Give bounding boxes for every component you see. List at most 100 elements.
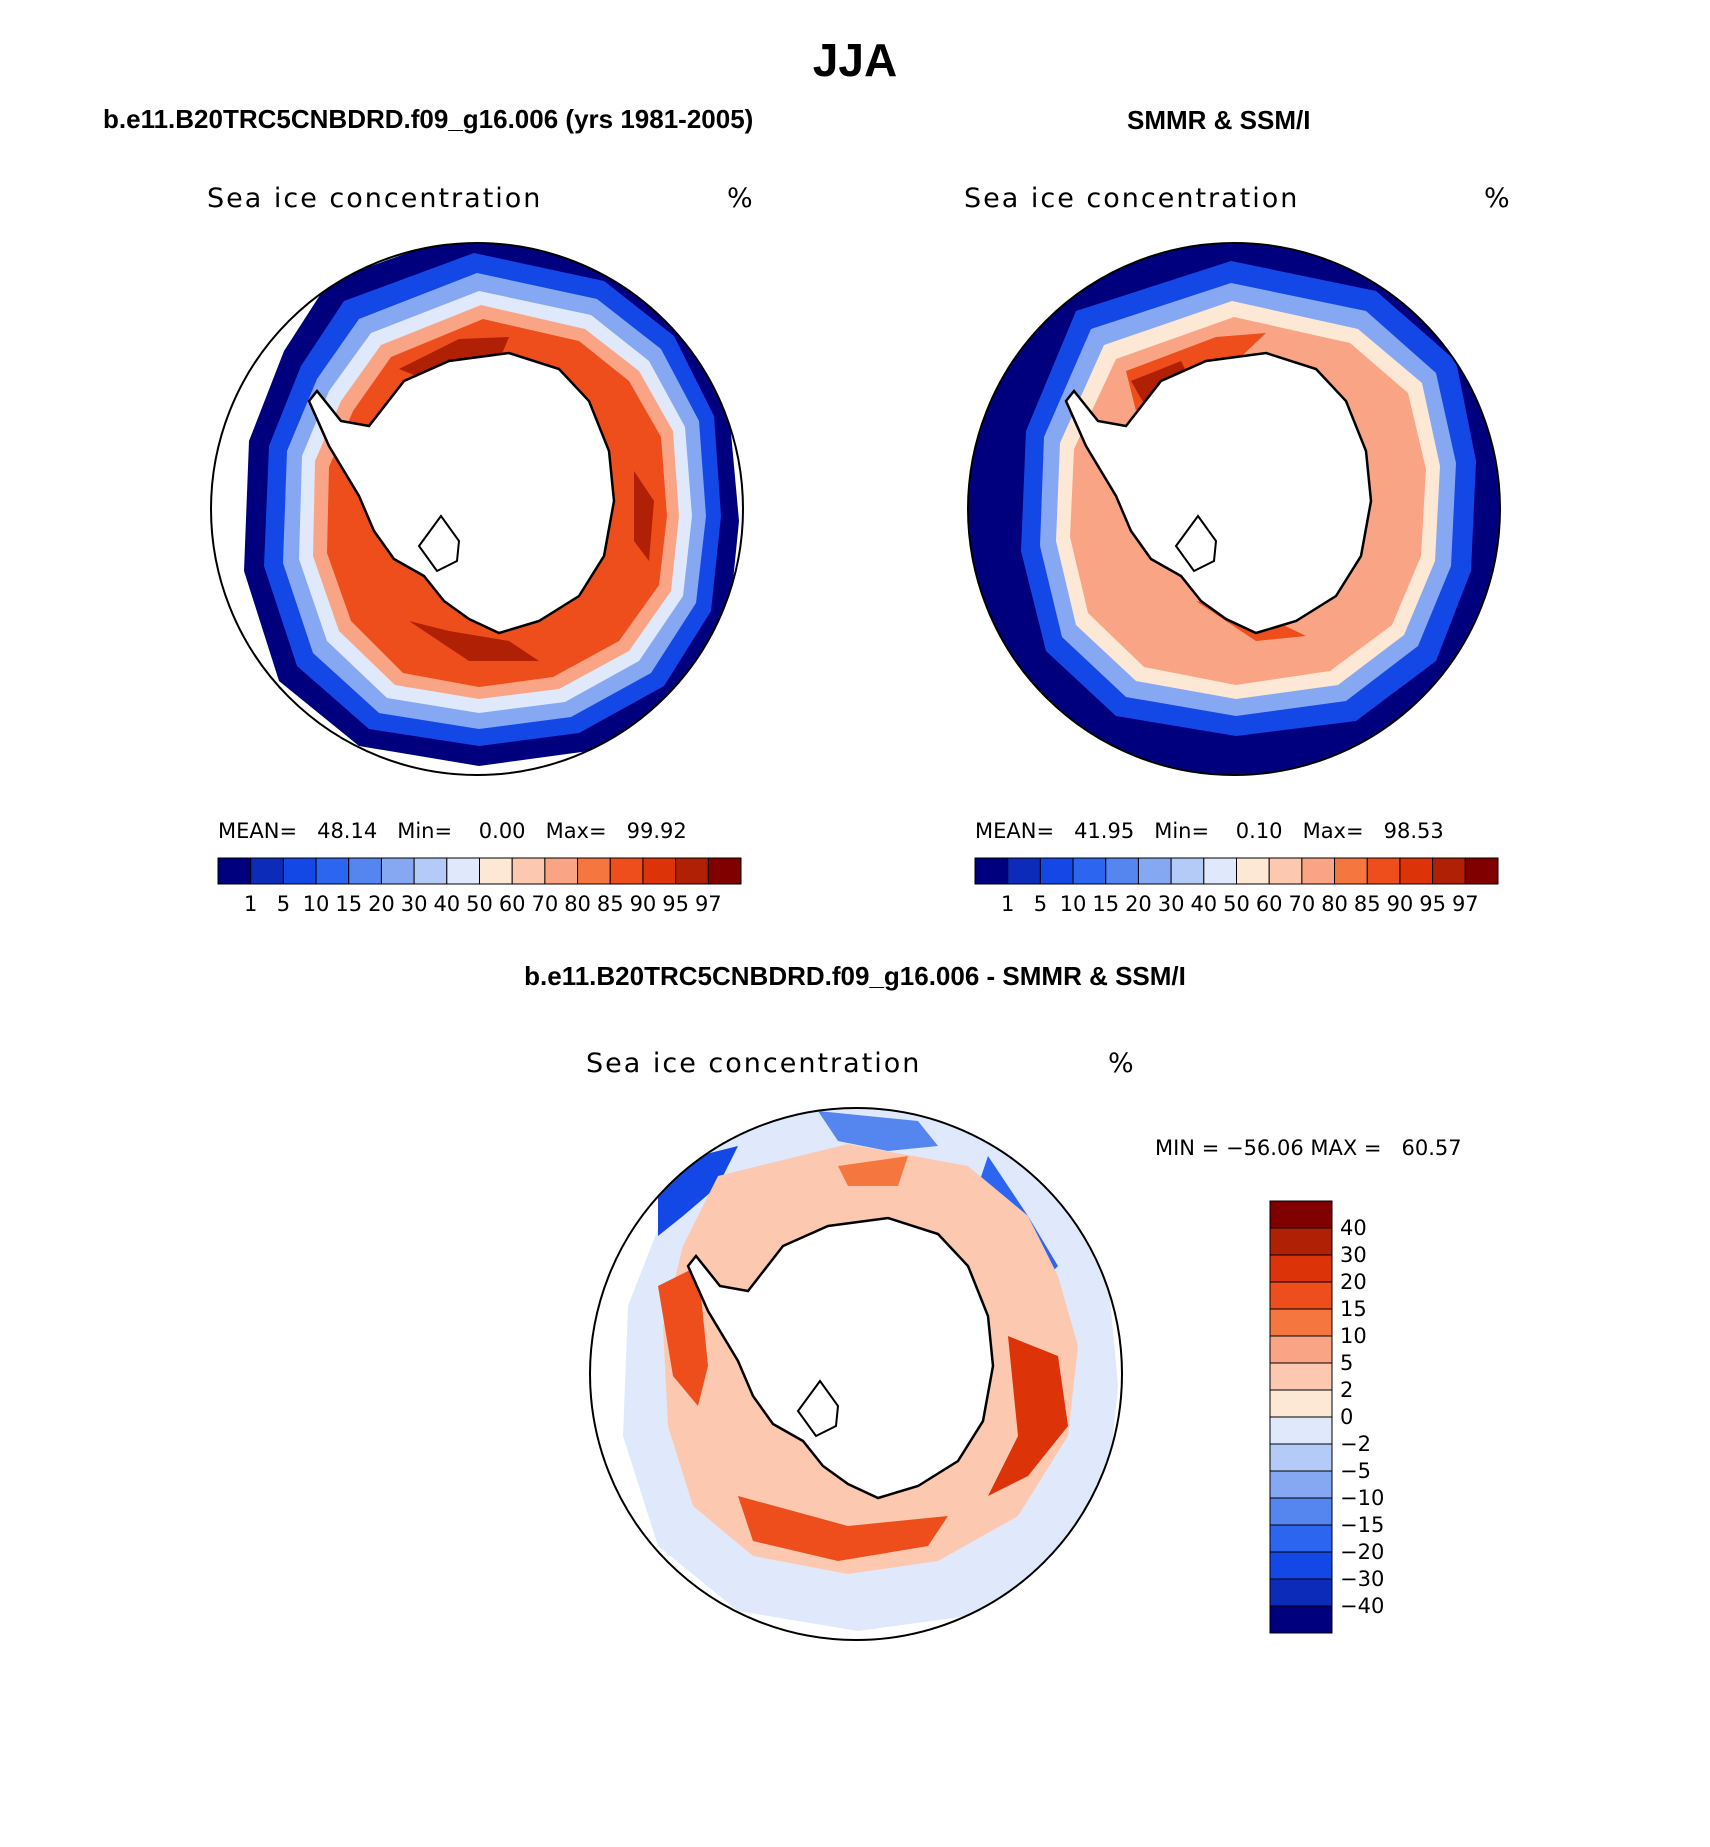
colorbar-tick-label: 40 bbox=[1190, 892, 1218, 916]
colorbar-tick-label: 70 bbox=[1288, 892, 1316, 916]
obs-units-label: % bbox=[1484, 183, 1512, 214]
colorbar-box bbox=[1366, 857, 1401, 885]
ross-ice-shelf bbox=[1174, 514, 1218, 573]
obs-polar-map bbox=[967, 242, 1501, 776]
colorbar-tick-label: 0 bbox=[1340, 1405, 1354, 1429]
obs-colorbar-labels: 1 5 10 15 20 30 40 50 60 70 80 85 90 95 97 bbox=[975, 892, 1498, 916]
obs-map-border bbox=[967, 242, 1501, 776]
colorbar-box bbox=[1269, 1227, 1333, 1256]
diff-colorbar-labels: 40 30 20 15 10 5 2 0 −2 −5 −10 −15 −20 −30 −40 bbox=[1340, 1201, 1420, 1633]
colorbar-tick-label: 15 bbox=[335, 892, 363, 916]
colorbar-tick-label: 85 bbox=[596, 892, 624, 916]
colorbar-box bbox=[1301, 857, 1336, 885]
colorbar-box bbox=[348, 857, 382, 885]
colorbar-box bbox=[544, 857, 579, 885]
obs-colorbar bbox=[974, 857, 1499, 885]
figure-title: JJA bbox=[812, 34, 898, 86]
obs-stats: MEAN= 41.95 Min= 0.10 Max= 98.53 bbox=[975, 819, 1444, 843]
difference-title: b.e11.B20TRC5CNBDRD.f09_g16.006 - SMMR &… bbox=[524, 961, 1186, 991]
colorbar-box bbox=[1269, 1443, 1333, 1472]
diff-variable-label: Sea ice concentration bbox=[586, 1048, 922, 1079]
colorbar-box bbox=[1269, 1281, 1333, 1310]
colorbar-tick-label: 5 bbox=[276, 892, 291, 916]
colorbar-box bbox=[250, 857, 284, 885]
colorbar-tick-label: 20 bbox=[1340, 1270, 1367, 1294]
colorbar-tick-label: 95 bbox=[662, 892, 689, 916]
colorbar-box bbox=[1269, 1335, 1333, 1364]
colorbar-tick-label: 20 bbox=[1125, 892, 1152, 916]
colorbar-tick-label: 90 bbox=[1386, 892, 1414, 916]
colorbar-tick-label: 10 bbox=[1059, 892, 1087, 916]
colorbar-box bbox=[511, 857, 546, 885]
colorbar-box bbox=[1269, 1362, 1333, 1391]
model-colorbar-boxes bbox=[217, 857, 742, 885]
colorbar-tick-label: −20 bbox=[1340, 1540, 1385, 1564]
colorbar-box bbox=[1269, 1605, 1333, 1634]
colorbar-tick-label: 97 bbox=[694, 892, 722, 916]
colorbar-tick-label: 10 bbox=[302, 892, 330, 916]
colorbar-tick-label: 60 bbox=[498, 892, 526, 916]
colorbar-box bbox=[577, 857, 611, 885]
model-stats: MEAN= 48.14 Min= 0.00 Max= 99.92 bbox=[218, 819, 687, 843]
colorbar-box bbox=[1269, 1497, 1333, 1526]
colorbar-tick-label: 50 bbox=[1223, 892, 1250, 916]
colorbar-box bbox=[1137, 857, 1172, 885]
colorbar-box bbox=[479, 857, 513, 885]
colorbar-tick-label: 15 bbox=[1340, 1297, 1367, 1321]
colorbar-box bbox=[609, 857, 644, 885]
obs-variable-label: Sea ice concentration bbox=[964, 183, 1300, 214]
diff-units-label: % bbox=[1108, 1048, 1136, 1079]
colorbar-box bbox=[1399, 857, 1434, 885]
obs-case-title: SMMR & SSM/I bbox=[1127, 105, 1311, 135]
colorbar-box bbox=[1269, 1524, 1333, 1553]
colorbar-box bbox=[1334, 857, 1368, 885]
colorbar-box bbox=[642, 857, 677, 885]
colorbar-tick-label: 90 bbox=[629, 892, 657, 916]
colorbar-box bbox=[1105, 857, 1139, 885]
colorbar-tick-label: −2 bbox=[1340, 1432, 1371, 1456]
diff-colorbar-boxes bbox=[1269, 1200, 1333, 1634]
obs-colorbar-boxes bbox=[974, 857, 1499, 885]
colorbar-box bbox=[1269, 1578, 1333, 1607]
antarctica-outline bbox=[307, 351, 616, 635]
diff-colorbar bbox=[1269, 1200, 1333, 1634]
colorbar-box bbox=[1269, 1416, 1333, 1445]
colorbar-tick-label: 30 bbox=[1157, 892, 1185, 916]
colorbar-box bbox=[1269, 1389, 1333, 1418]
colorbar-box bbox=[1072, 857, 1107, 885]
ross-ice-shelf bbox=[796, 1379, 840, 1438]
colorbar-tick-label: 70 bbox=[531, 892, 559, 916]
colorbar-tick-label: 10 bbox=[1340, 1324, 1367, 1348]
model-colorbar-labels: 1 5 10 15 20 30 40 50 60 70 80 85 90 95 97 bbox=[218, 892, 741, 916]
model-colorbar bbox=[217, 857, 742, 885]
colorbar-tick-label: 20 bbox=[368, 892, 395, 916]
diff-stats: MIN = −56.06 MAX = 60.57 bbox=[1155, 1136, 1462, 1160]
colorbar-tick-label: 30 bbox=[1340, 1243, 1367, 1267]
ross-ice-shelf bbox=[417, 514, 461, 573]
colorbar-box bbox=[1170, 857, 1205, 885]
colorbar-box bbox=[675, 857, 709, 885]
colorbar-box bbox=[1268, 857, 1303, 885]
model-map-border bbox=[210, 242, 744, 776]
colorbar-tick-label: 1 bbox=[244, 892, 258, 916]
antarctica-outline bbox=[686, 1216, 995, 1500]
colorbar-tick-label: −10 bbox=[1340, 1486, 1385, 1510]
colorbar-box bbox=[1039, 857, 1074, 885]
colorbar-box bbox=[1236, 857, 1270, 885]
colorbar-box bbox=[707, 857, 742, 885]
colorbar-box bbox=[1464, 857, 1499, 885]
colorbar-box bbox=[446, 857, 480, 885]
colorbar-tick-label: 40 bbox=[433, 892, 461, 916]
colorbar-tick-label: 80 bbox=[1321, 892, 1348, 916]
colorbar-tick-label: 5 bbox=[1340, 1351, 1354, 1375]
colorbar-tick-label: 95 bbox=[1419, 892, 1446, 916]
colorbar-box bbox=[1269, 1254, 1333, 1283]
colorbar-tick-label: −30 bbox=[1340, 1567, 1385, 1591]
colorbar-box bbox=[1269, 1470, 1333, 1499]
colorbar-box bbox=[1007, 857, 1041, 885]
colorbar-box bbox=[974, 857, 1009, 885]
model-case-title: b.e11.B20TRC5CNBDRD.f09_g16.006 (yrs 198… bbox=[103, 104, 754, 134]
model-variable-label: Sea ice concentration bbox=[207, 183, 543, 214]
colorbar-tick-label: 85 bbox=[1353, 892, 1381, 916]
colorbar-tick-label: 60 bbox=[1255, 892, 1283, 916]
